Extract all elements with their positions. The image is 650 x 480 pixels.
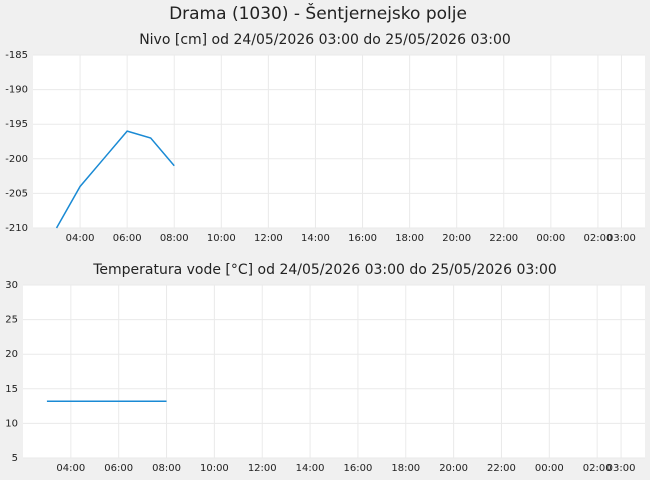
x-tick-label: 04:00 <box>66 233 95 244</box>
x-tick-label: 02:00 <box>583 463 612 474</box>
y-tick-label: 30 <box>5 280 18 291</box>
x-tick-label: 00:00 <box>536 233 565 244</box>
x-tick-label: 14:00 <box>296 463 325 474</box>
x-tick-label: 06:00 <box>113 233 142 244</box>
x-tick-label: 10:00 <box>207 233 236 244</box>
y-tick-label: 5 <box>12 453 18 464</box>
x-tick-label: 03:00 <box>607 233 636 244</box>
plot-area <box>23 285 645 458</box>
y-tick-label: -195 <box>5 119 28 130</box>
data-line <box>55 130 175 229</box>
chart-subtitle: Nivo [cm] od 24/05/2026 03:00 do 25/05/2… <box>139 32 511 48</box>
y-tick-label: -185 <box>5 50 28 61</box>
y-tick-label: -190 <box>5 85 28 96</box>
x-tick-label: 22:00 <box>489 233 518 244</box>
x-tick-label: 14:00 <box>301 233 330 244</box>
y-tick-label: 25 <box>5 315 18 326</box>
x-tick-label: 08:00 <box>152 463 181 474</box>
x-tick-label: 12:00 <box>248 463 277 474</box>
x-tick-label: 00:00 <box>535 463 564 474</box>
plot-area <box>33 55 645 228</box>
y-tick-label: 15 <box>5 384 18 395</box>
x-tick-label: 16:00 <box>344 463 373 474</box>
x-tick-label: 12:00 <box>254 233 283 244</box>
x-tick-label: 10:00 <box>200 463 229 474</box>
y-tick-label: -210 <box>5 223 28 234</box>
x-tick-label: 02:00 <box>584 233 613 244</box>
y-tick-label: 10 <box>5 418 18 429</box>
y-tick-label: -200 <box>5 154 28 165</box>
x-tick-label: 08:00 <box>160 233 189 244</box>
y-tick-label: -205 <box>5 188 28 199</box>
x-tick-label: 18:00 <box>391 463 420 474</box>
x-tick-label: 22:00 <box>487 463 516 474</box>
x-tick-label: 04:00 <box>56 463 85 474</box>
x-tick-label: 03:00 <box>607 463 636 474</box>
x-tick-label: 16:00 <box>348 233 377 244</box>
x-tick-label: 18:00 <box>395 233 424 244</box>
page-title: Drama (1030) - Šentjernejsko polje <box>169 2 467 24</box>
y-tick-label: 20 <box>5 349 18 360</box>
x-tick-label: 20:00 <box>439 463 468 474</box>
chart-subtitle: Temperatura vode [°C] od 24/05/2026 03:0… <box>92 262 557 278</box>
x-tick-label: 20:00 <box>442 233 471 244</box>
x-tick-label: 06:00 <box>104 463 133 474</box>
